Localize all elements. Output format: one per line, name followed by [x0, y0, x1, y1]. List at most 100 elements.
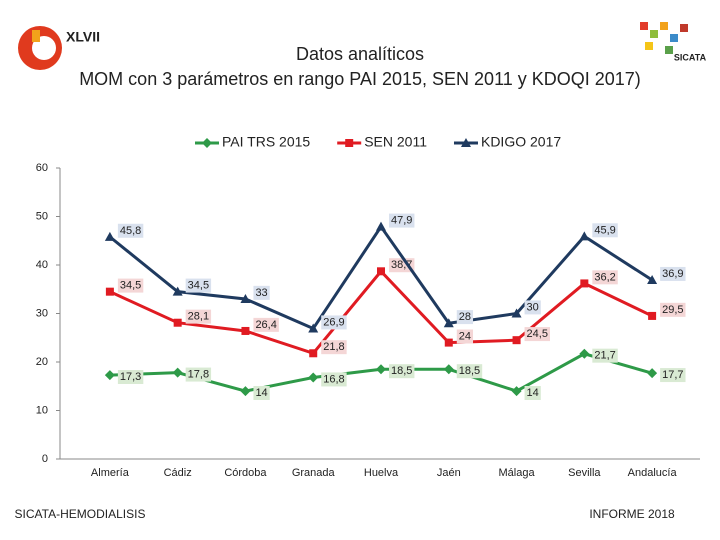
label-bg — [321, 340, 347, 355]
y-tick-label: 60 — [36, 162, 48, 174]
label-bg — [592, 223, 618, 238]
x-tick-label: Sevilla — [568, 467, 601, 479]
label-bg — [592, 348, 618, 363]
label-bg — [524, 386, 541, 401]
value-label: 18,5 — [459, 365, 480, 377]
x-tick-label: Huelva — [364, 467, 399, 479]
marker — [345, 139, 354, 147]
marker — [104, 231, 115, 241]
value-label: 34,5 — [188, 280, 209, 292]
value-label: 24 — [459, 331, 471, 343]
logo-shape — [665, 46, 673, 54]
label-bg — [321, 315, 347, 330]
marker — [579, 231, 590, 241]
marker — [647, 275, 658, 285]
x-tick-label: Jaén — [437, 467, 461, 479]
chart-subtitle: MOM con 3 parámetros en rango PAI 2015, … — [79, 69, 641, 89]
marker — [172, 367, 183, 378]
y-tick-label: 30 — [36, 307, 48, 319]
label-bg — [185, 367, 212, 382]
x-tick-label: Cádiz — [164, 467, 192, 479]
value-label: 26,4 — [255, 319, 276, 331]
label-bg — [456, 310, 474, 325]
x-tick-label: Andalucía — [628, 467, 678, 479]
marker — [308, 372, 319, 383]
marker — [173, 318, 182, 327]
logo-shape — [670, 34, 678, 42]
logo-shape — [650, 30, 658, 38]
marker — [444, 338, 453, 347]
y-tick-label: 40 — [36, 259, 48, 271]
right-logo: SICATA — [640, 22, 707, 62]
marker — [377, 267, 385, 276]
x-tick-label: Málaga — [499, 467, 536, 479]
value-label: 17,7 — [662, 369, 683, 381]
value-label: 30 — [527, 301, 539, 313]
value-label: 17,8 — [188, 369, 209, 381]
marker — [172, 286, 183, 296]
value-label: 36,2 — [594, 271, 615, 283]
value-label: 45,8 — [120, 225, 141, 237]
label-bg — [456, 364, 483, 379]
label-bg — [253, 285, 270, 300]
value-label: 21,7 — [594, 350, 615, 362]
marker — [105, 287, 114, 296]
value-label: 16,8 — [323, 373, 344, 385]
label-bg — [524, 327, 550, 342]
label-bg — [592, 270, 618, 285]
marker — [443, 364, 454, 375]
x-tick-label: Granada — [292, 467, 336, 479]
marker — [460, 138, 471, 147]
label-bg — [524, 300, 541, 315]
marker — [241, 326, 250, 335]
label-bg — [660, 368, 686, 383]
logo-shape — [645, 42, 653, 50]
marker — [512, 336, 521, 345]
x-tick-label: Almería — [91, 467, 130, 479]
value-label: 29,5 — [662, 304, 683, 316]
value-label: 14 — [255, 387, 267, 399]
marker — [511, 308, 522, 318]
value-label: 36,9 — [662, 268, 683, 280]
chart-title: Datos analíticos — [296, 44, 424, 64]
label-bg — [117, 223, 144, 238]
marker — [104, 370, 115, 381]
value-label: 47,9 — [391, 215, 412, 227]
value-label: 21,8 — [323, 341, 344, 353]
value-label: 34,5 — [120, 280, 141, 292]
marker — [580, 279, 589, 288]
legend-label: SEN 2011 — [364, 134, 427, 150]
y-tick-label: 10 — [36, 404, 48, 416]
value-label: 14 — [527, 387, 539, 399]
footer-right: INFORME 2018 — [589, 507, 675, 521]
y-tick-label: 50 — [36, 210, 48, 222]
marker — [579, 348, 590, 359]
y-tick-label: 0 — [42, 453, 48, 465]
value-label: 18,5 — [391, 365, 412, 377]
marker — [202, 138, 212, 148]
label-bg — [117, 370, 144, 385]
marker — [648, 311, 657, 320]
marker — [647, 368, 658, 379]
value-label: 17,3 — [120, 371, 141, 383]
logo-shape — [660, 22, 668, 30]
logo-text: SICATA — [674, 52, 707, 62]
value-label: 33 — [255, 287, 267, 299]
marker — [240, 293, 251, 303]
marker — [308, 323, 319, 333]
y-tick-label: 20 — [36, 356, 48, 368]
label-bg — [117, 278, 144, 293]
label-bg — [185, 309, 212, 324]
marker — [376, 364, 386, 375]
label-bg — [456, 329, 474, 344]
marker — [511, 386, 522, 397]
left-logo: XLVII — [18, 26, 100, 70]
x-tick-label: Córdoba — [224, 467, 267, 479]
legend-label: PAI TRS 2015 — [222, 134, 310, 150]
marker — [240, 386, 251, 397]
logo-shape — [680, 24, 688, 32]
value-label: 24,5 — [527, 328, 548, 340]
label-bg — [321, 372, 347, 387]
marker — [309, 349, 318, 358]
label-bg — [660, 266, 686, 281]
